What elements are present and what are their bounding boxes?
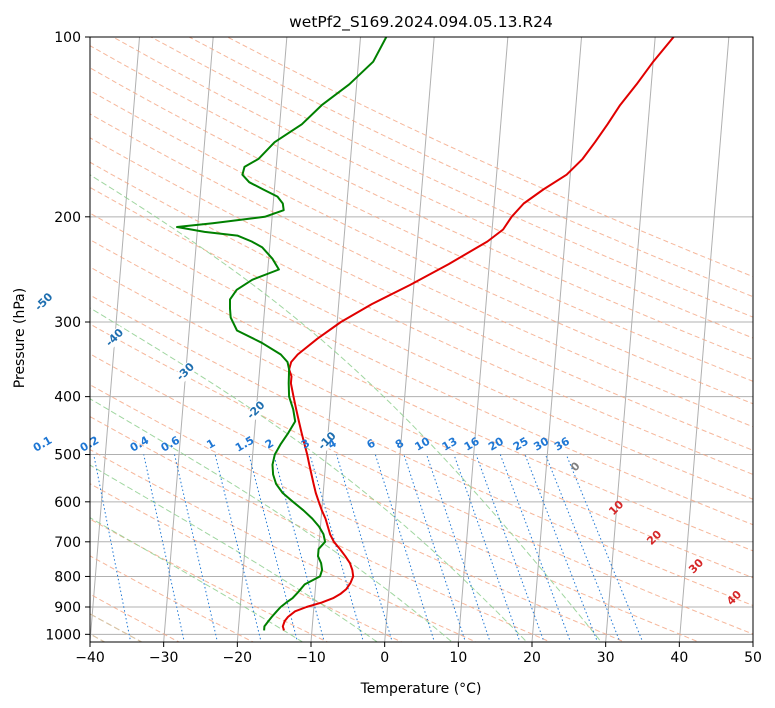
- y-tick-label: 900: [54, 600, 81, 616]
- dry-adiabat-line: [150, 37, 753, 318]
- mixing-ratio-line: [93, 454, 132, 642]
- x-tick-label: 10: [449, 650, 467, 666]
- dry-adiabat-label: 0: [568, 459, 583, 474]
- mixing-ratio-label: 2: [263, 437, 276, 452]
- mixing-ratio-line: [499, 454, 572, 642]
- x-axis-label: Temperature (°C): [360, 681, 482, 697]
- mixing-ratio-label: 16: [462, 434, 482, 453]
- y-tick-label: 600: [54, 495, 81, 511]
- moist-adiabat-line: [90, 174, 602, 642]
- dry-adiabat-line: [90, 483, 403, 642]
- moist-adiabat-line: [90, 398, 453, 642]
- y-tick-label: 800: [54, 569, 81, 585]
- dry-adiabat-line: [90, 294, 753, 607]
- mixing-ratio-line: [214, 454, 262, 642]
- mixing-ratio-label: 0.1: [31, 434, 54, 455]
- dry-adiabat-line: [188, 37, 753, 298]
- y-tick-label: 300: [54, 315, 81, 331]
- plot-frame: [89, 36, 754, 643]
- x-axis: −40 −30 −20 −10 0 10 20 30 40 50: [75, 642, 762, 666]
- mixing-ratio-line: [475, 454, 545, 642]
- dry-adiabat-line: [90, 384, 626, 642]
- mixing-ratio-label: 0.4: [128, 433, 152, 454]
- y-axis: 1000 900 800 700 600 500 400 300 200 100: [45, 30, 90, 643]
- mixing-ratio-line: [403, 454, 466, 642]
- mixing-ratio-label: 0.6: [159, 433, 183, 454]
- dry-adiabat-label: 10: [606, 498, 626, 518]
- mixing-ratio-line: [143, 454, 185, 642]
- mixing-ratio-label: 1: [204, 437, 217, 452]
- y-tick-label: 700: [54, 535, 81, 551]
- dry-adiabat-line: [90, 67, 753, 382]
- dry-adiabat-line: [90, 323, 753, 635]
- dry-adiabat-line: [90, 212, 753, 526]
- mixing-ratio-label: 13: [440, 435, 460, 454]
- dry-adiabat-label: 20: [644, 527, 664, 547]
- dry-adiabat-line: [90, 137, 753, 451]
- plot-area: -100-90-80-70-60-50-40-30-20-100.10.20.4…: [31, 36, 754, 643]
- moist-adiabat-line: [90, 464, 379, 642]
- mixing-ratio-line: [273, 454, 325, 642]
- y-tick-label: 500: [54, 448, 81, 464]
- isotherm-line: [457, 37, 509, 642]
- mixing-ratio-line: [565, 454, 644, 642]
- isotherm-line: [236, 37, 288, 642]
- dewpoint-profile: [176, 37, 388, 631]
- mixing-ratio-line: [374, 454, 435, 642]
- isotherm-line: [531, 37, 583, 642]
- isotherm-line: [384, 37, 435, 642]
- moist-adiabat-line: [90, 517, 304, 642]
- x-tick-label: −20: [223, 650, 253, 666]
- mixing-ratio-line: [309, 454, 364, 642]
- isotherm-line: [752, 635, 753, 642]
- mixing-ratio-label: 0.2: [78, 434, 101, 455]
- mixing-ratio-label: 36: [552, 434, 572, 453]
- dry-adiabat-line: [90, 416, 552, 642]
- dry-adiabat-line: [90, 45, 753, 360]
- dry-adiabat-line: [90, 161, 753, 475]
- chart-title: wetPf2_S169.2024.094.05.13.R24: [289, 13, 553, 32]
- x-tick-label: 0: [380, 650, 389, 666]
- mixing-ratio-label: 8: [393, 437, 406, 452]
- y-tick-label: 200: [54, 210, 81, 226]
- mixing-ratio-label: 6: [365, 436, 378, 451]
- x-tick-label: 30: [597, 650, 615, 666]
- mixing-ratio-line: [174, 454, 218, 642]
- dry-adiabat-line: [90, 518, 329, 642]
- dry-adiabat-line: [112, 37, 753, 339]
- y-tick-label: 400: [54, 390, 81, 406]
- temperature-profile: [281, 37, 675, 631]
- mixing-ratio-line: [248, 454, 299, 642]
- dry-adiabat-label: 40: [724, 588, 744, 608]
- x-tick-label: 40: [670, 650, 688, 666]
- y-tick-label: 1000: [45, 627, 81, 643]
- isotherm-line: [163, 37, 214, 642]
- mixing-ratio-label: 10: [412, 434, 432, 453]
- mixing-ratio-line: [453, 454, 521, 642]
- x-tick-label: −40: [75, 650, 105, 666]
- dry-adiabat-line: [90, 239, 753, 552]
- x-tick-label: −30: [149, 650, 179, 666]
- mixing-ratio-label: 20: [486, 434, 506, 453]
- dry-adiabat-label: 30: [686, 556, 706, 576]
- dry-adiabat-line: [90, 593, 180, 642]
- mixing-ratio-label: 25: [511, 435, 531, 454]
- isotherm-line: [605, 37, 656, 642]
- x-tick-label: 20: [523, 650, 541, 666]
- moist-adiabat-line: [90, 307, 528, 642]
- mixing-ratio-label: 3: [299, 437, 312, 452]
- x-tick-label: −10: [296, 650, 326, 666]
- mixing-ratio-line: [426, 454, 491, 642]
- mixing-ratio-line: [336, 454, 393, 642]
- y-tick-label: 100: [54, 30, 81, 46]
- y-axis-label: Pressure (hPa): [12, 288, 28, 388]
- dry-adiabat-line: [90, 186, 753, 500]
- x-tick-label: 50: [744, 650, 762, 666]
- dry-adiabat-line: [227, 37, 753, 278]
- mixing-ratio-line: [545, 454, 621, 642]
